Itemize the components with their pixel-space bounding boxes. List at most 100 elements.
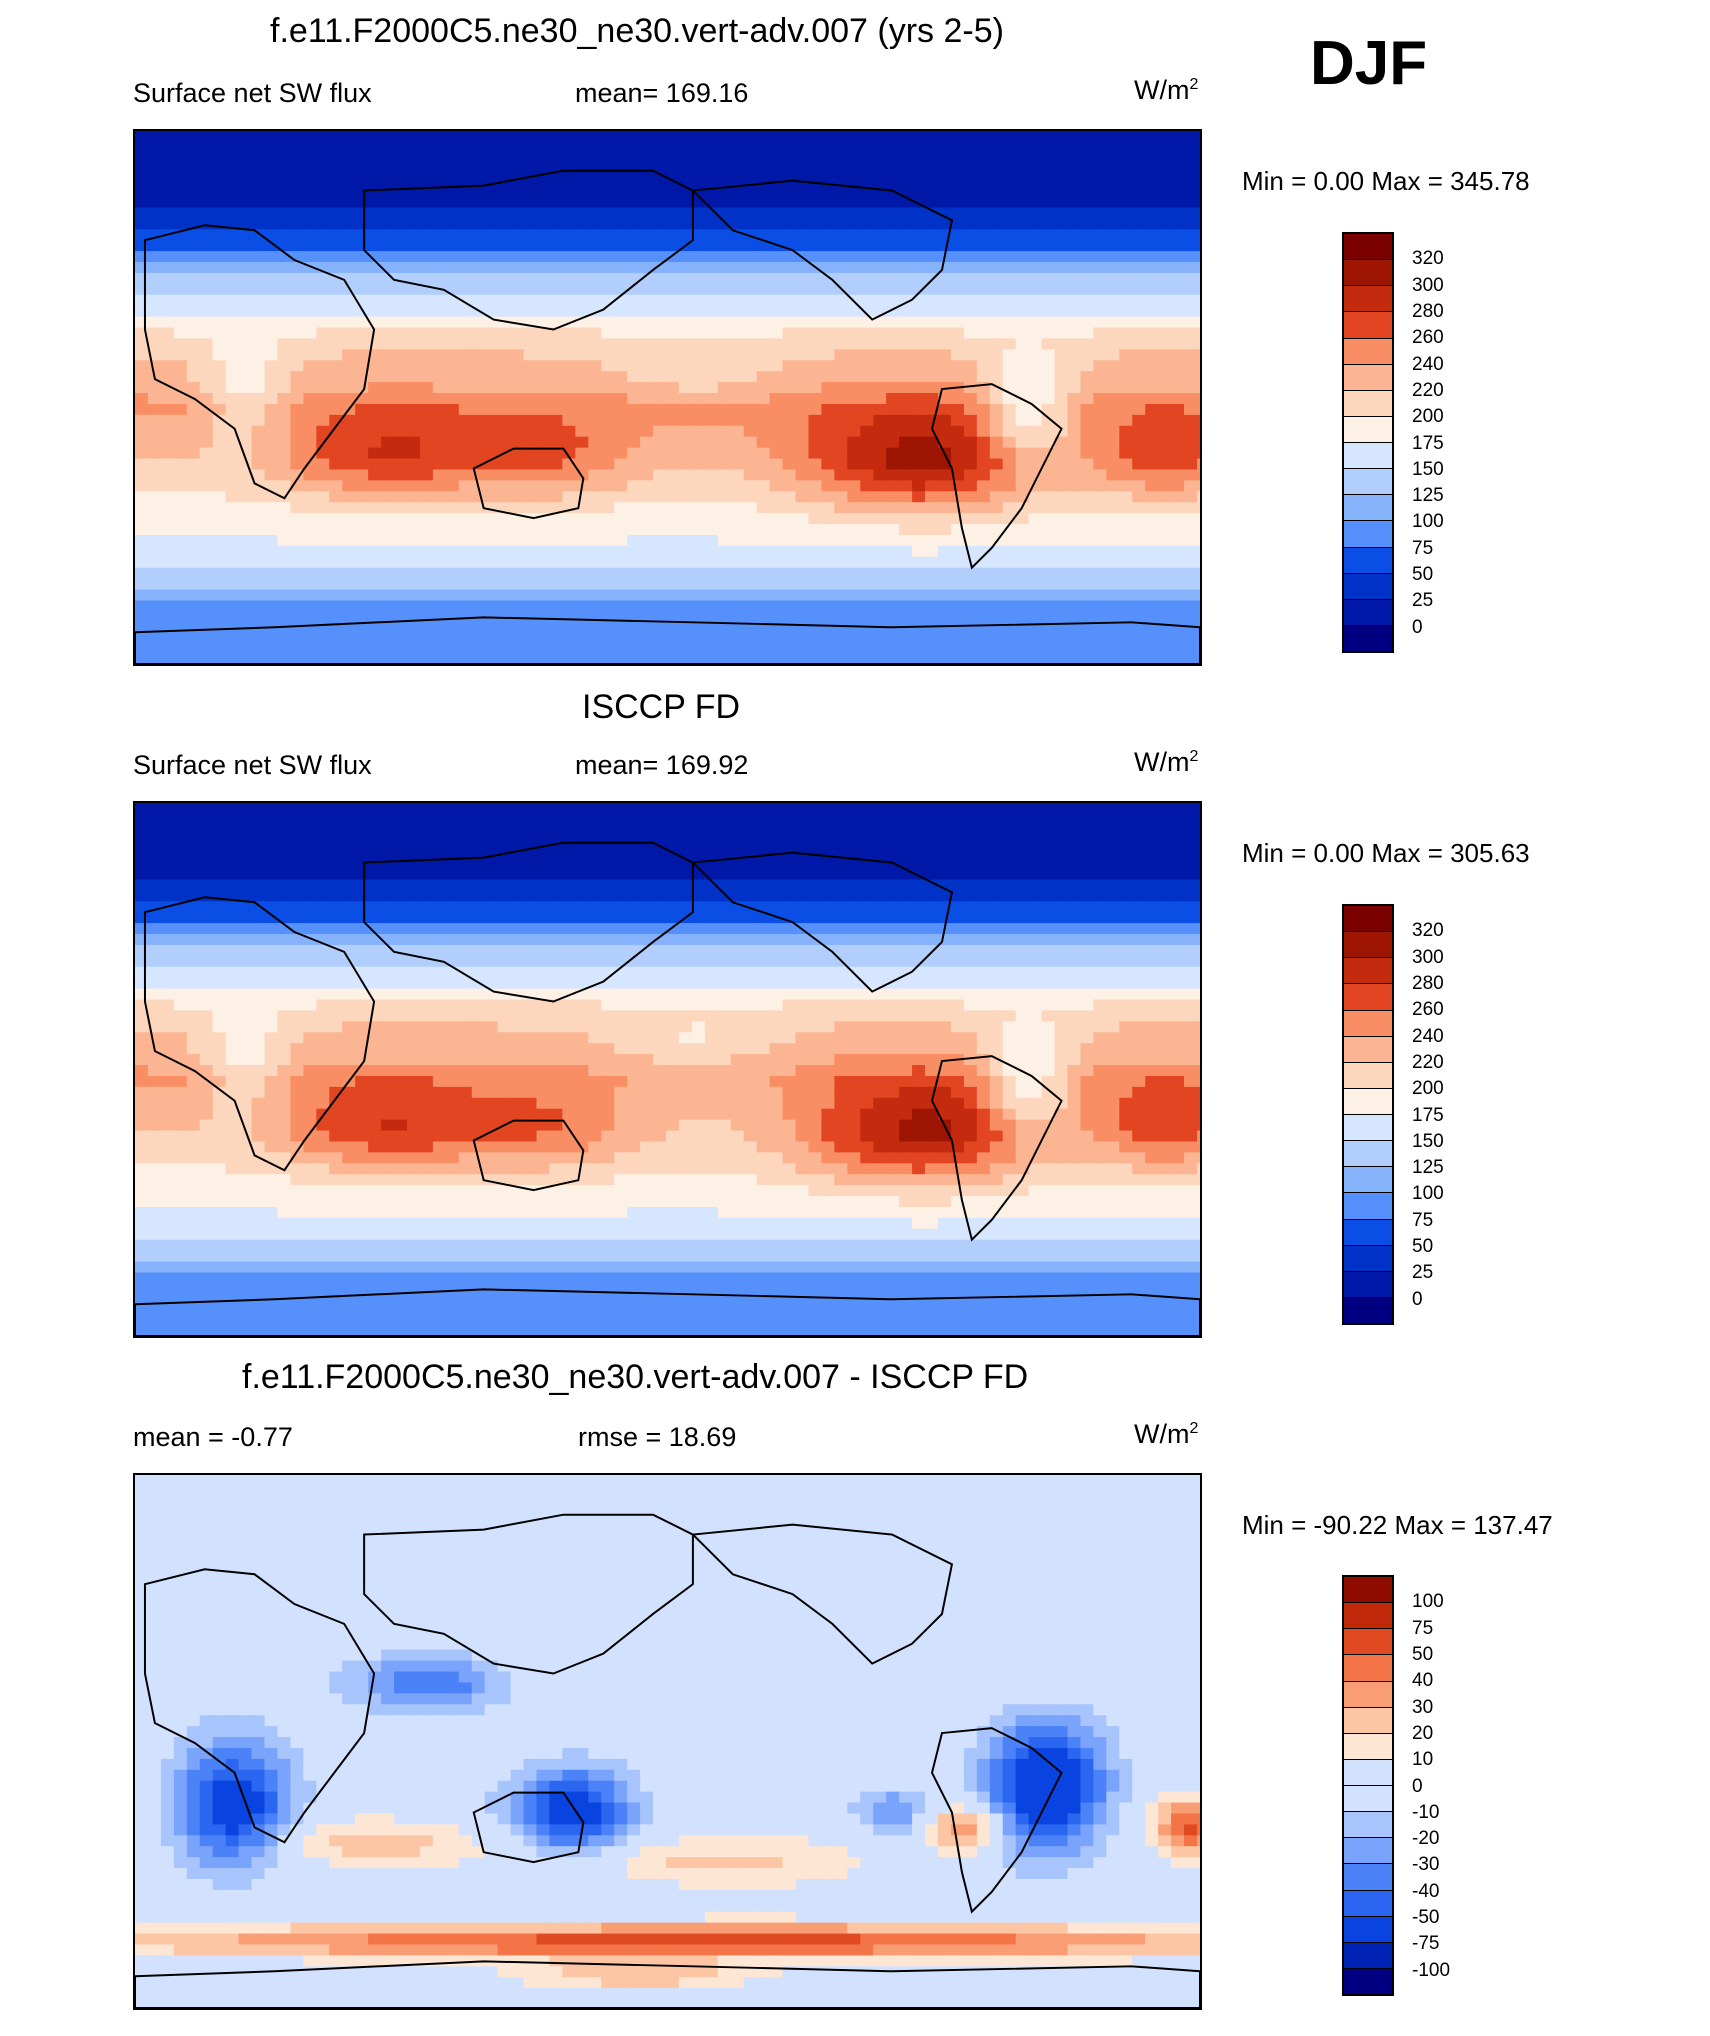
field-cell [1106,338,1120,350]
field-cell [808,338,823,350]
field-cell [795,349,810,361]
field-cell [575,912,589,924]
field-cell [147,163,162,176]
field-cell [873,414,887,427]
field-cell [678,534,693,547]
field-cell [445,589,460,602]
field-cell [225,556,240,569]
field-cell [147,207,162,219]
field-cell [471,174,486,187]
field-cell [238,644,253,656]
field-cell [135,578,149,591]
field-cell [1041,879,1056,891]
field-cell [795,207,810,219]
field-cell [834,835,848,848]
field-cell [406,912,421,924]
field-cell [173,611,188,623]
field-cell [1028,349,1043,361]
field-cell [1171,436,1185,449]
field-cell [368,491,382,503]
field-cell [458,611,473,623]
field-cell [497,174,512,187]
field-cell [238,338,253,350]
field-cell [368,524,382,536]
field-cell [225,262,240,274]
field-cell [1093,294,1107,307]
field-cell [342,469,356,481]
field-cell [989,611,1004,623]
field-cell [1106,611,1120,623]
field-cell [834,218,848,230]
field-cell [523,458,538,471]
field-cell [562,513,576,525]
field-cell [1015,425,1030,438]
field-cell [1080,141,1094,154]
field-cell [355,835,369,848]
field-cell [756,813,771,826]
field-cell [303,163,317,176]
field-cell [1080,469,1094,481]
field-cell [419,633,434,645]
field-cell [950,251,965,263]
field-cell [368,633,382,645]
field-cell [821,480,835,492]
field-cell [406,600,421,612]
field-cell [1158,294,1172,307]
field-cell [264,655,279,664]
field-cell [432,272,447,285]
field-cell [160,163,175,176]
field-cell [601,469,615,481]
field-cell [186,824,201,837]
field-cell [899,622,913,634]
field-cell [691,262,706,274]
field-cell [381,556,395,569]
field-cell [976,803,991,815]
field-cell [523,589,538,602]
field-cell [627,491,641,503]
field-cell [238,890,253,902]
field-cell [277,382,292,394]
field-cell [549,403,563,416]
field-cell [432,567,447,580]
field-cell [381,305,395,318]
field-cell [1093,644,1107,656]
field-cell [976,513,991,525]
field-cell [1171,491,1185,503]
field-cell [238,846,253,859]
field-cell [316,403,330,416]
field-cell [290,513,304,525]
field-cell [484,218,499,230]
field-cell [989,174,1004,187]
field-cell [536,611,551,623]
field-cell [691,251,706,263]
field-cell [1093,305,1107,318]
field-cell [704,371,719,383]
field-cell [432,360,447,372]
field-cell [355,655,369,664]
field-cell [497,141,512,154]
field-cell [173,868,188,881]
field-cell [1028,868,1043,881]
field-cell [925,447,939,460]
field-cell [886,846,900,859]
field-cell [834,262,848,274]
field-cell [1054,141,1069,154]
field-cell [834,600,848,612]
field-cell [303,207,317,219]
field-cell [847,174,861,187]
field-cell [419,393,434,405]
field-cell [458,262,473,274]
field-cell [458,513,473,525]
field-cell [277,912,292,924]
field-cell [445,513,460,525]
field-cell [821,196,835,209]
field-cell [497,436,512,449]
field-cell [458,857,473,870]
field-cell [912,824,926,837]
field-cell [821,458,835,471]
field-cell [575,425,589,438]
field-cell [445,633,460,645]
field-cell [989,502,1004,514]
field-cell [1197,251,1200,263]
field-cell [1197,141,1200,154]
